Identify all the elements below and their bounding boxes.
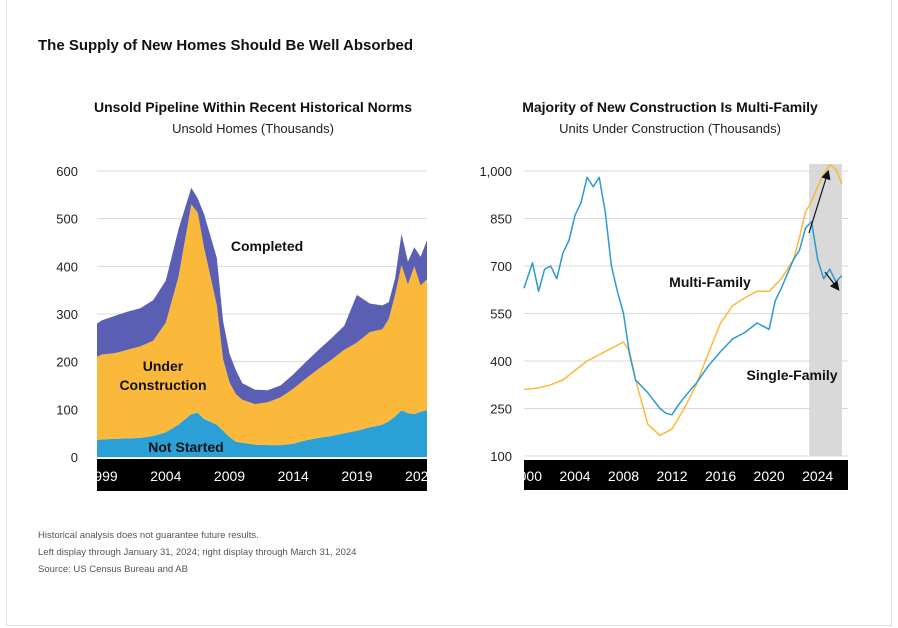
left-x-tick-label: 2004 [150, 468, 181, 484]
left-x-tick-label: 2009 [214, 468, 245, 484]
under-construction-area [97, 204, 427, 446]
page-title: The Supply of New Homes Should Be Well A… [38, 37, 414, 54]
right-chart-title: Majority of New Construction Is Multi-Fa… [522, 99, 818, 115]
right-x-tick-label: 2000 [511, 468, 542, 484]
completed-label: Completed [231, 238, 303, 254]
completed-area [97, 187, 427, 405]
left-y-tick-label: 300 [56, 307, 78, 322]
left-chart-title: Unsold Pipeline Within Recent Historical… [93, 99, 413, 115]
left-x-tick-label: 2014 [278, 468, 309, 484]
single-family-label: Single-Family [746, 367, 837, 383]
right-x-tick-label: 2012 [656, 468, 687, 484]
left-x-tick-label: 2019 [341, 468, 372, 484]
left-chart-subtitle: Unsold Homes (Thousands) [172, 121, 334, 136]
left-x-axis-band [97, 459, 427, 491]
right-y-tick-label: 100 [490, 449, 512, 464]
up-trend-arrow [808, 169, 831, 234]
right-y-tick-label: 850 [490, 212, 512, 227]
left-y-tick-label: 0 [71, 450, 78, 465]
left-x-tick-label: 2024 [405, 468, 436, 484]
left-y-tick-label: 600 [56, 164, 78, 179]
down-trend-arrow [824, 271, 840, 291]
left-y-tick-label: 400 [56, 259, 78, 274]
under-construction-label-line2: Construction [119, 377, 206, 393]
right-y-tick-label: 400 [490, 354, 512, 369]
left-y-tick-label: 100 [56, 402, 78, 417]
not-started-label: Not Started [148, 439, 223, 455]
right-chart-subtitle: Units Under Construction (Thousands) [559, 121, 781, 136]
right-x-tick-label: 2020 [754, 468, 785, 484]
under-construction-label-line1: Under [143, 358, 184, 374]
right-x-tick-label: 2004 [559, 468, 590, 484]
footnotes: Historical analysis does not guarantee f… [38, 530, 356, 581]
footnote-period: Left display through January 31, 2024; r… [38, 547, 357, 558]
right-x-tick-label: 2024 [802, 468, 833, 484]
right-y-tick-label: 550 [490, 307, 512, 322]
single-family-line [523, 176, 843, 416]
figure-frame [6, 0, 892, 626]
right-y-tick-label: 250 [490, 402, 512, 417]
multi-family-line [523, 163, 843, 437]
multi-family-label: Multi-Family [669, 274, 751, 290]
right-y-tick-label: 700 [490, 259, 512, 274]
forecast-highlight-band [809, 164, 842, 456]
not-started-area [97, 410, 427, 457]
right-x-tick-label: 2016 [705, 468, 736, 484]
right-x-tick-label: 2008 [608, 468, 639, 484]
right-y-tick-label: 1,000 [479, 164, 512, 179]
left-x-tick-label: 1999 [87, 468, 118, 484]
left-y-tick-label: 500 [56, 212, 78, 227]
right-x-axis-band [524, 460, 848, 490]
footnote-disclaimer: Historical analysis does not guarantee f… [38, 530, 259, 541]
left-y-tick-label: 200 [56, 355, 78, 370]
footnote-source: Source: US Census Bureau and AB [38, 564, 188, 575]
